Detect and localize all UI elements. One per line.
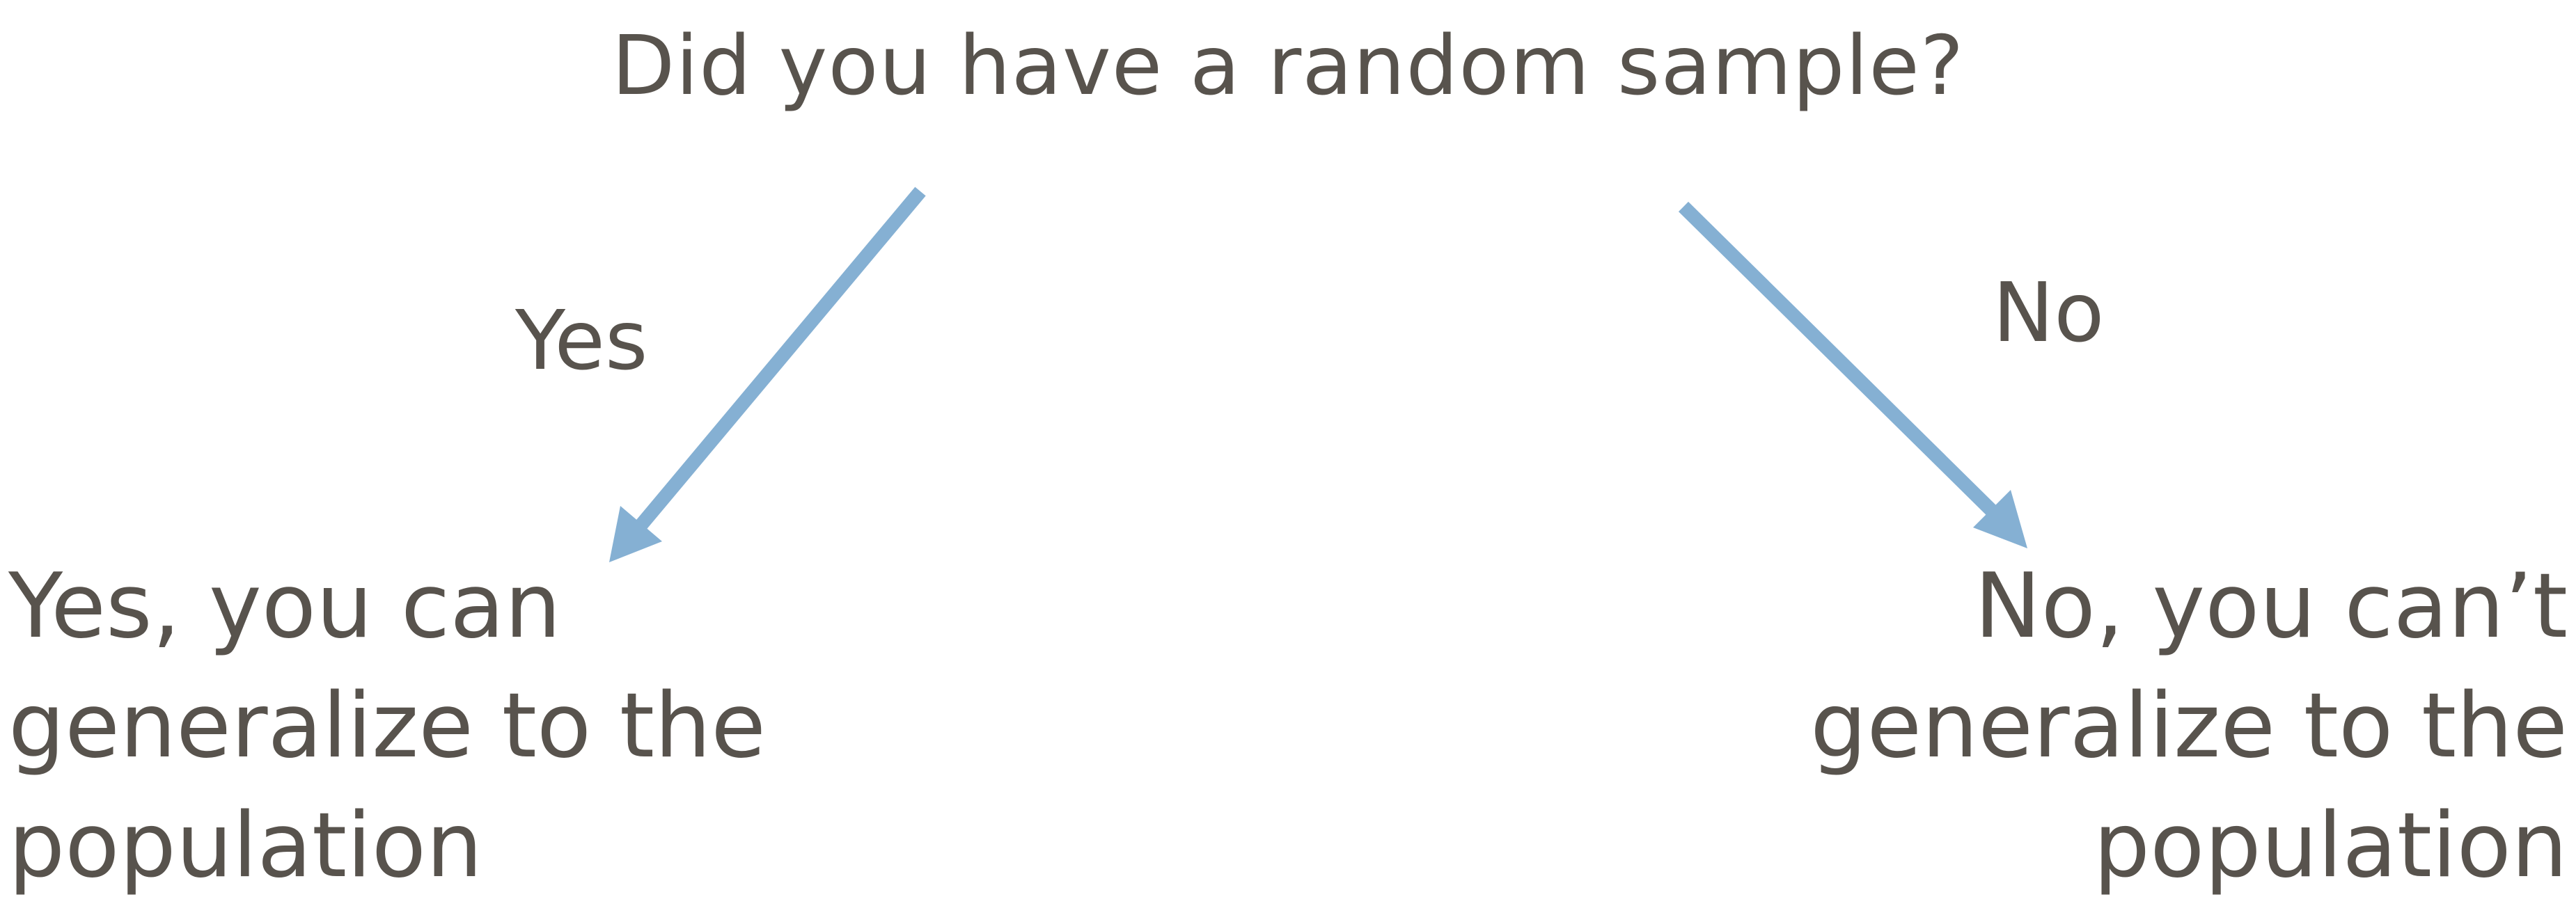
no-arrow-head [1973, 490, 2027, 548]
yes-outcome-line: Yes, you can [8, 555, 561, 658]
no-outcome-line: generalize to the [1810, 674, 2568, 778]
no-arrow-shaft [1678, 201, 2002, 521]
yes-outcome-line: population [8, 794, 483, 898]
yes-outcome-line: generalize to the [8, 674, 766, 778]
no-arrow [1678, 201, 2027, 548]
no-outcome-text: No, you can’t generalize to the populati… [1802, 547, 2568, 906]
yes-outcome-text: Yes, you can generalize to the populatio… [8, 547, 774, 906]
yes-arrow [609, 186, 926, 562]
question-text: Did you have a random sample? [611, 17, 1965, 113]
no-outcome-line: population [2093, 794, 2568, 898]
no-branch-label: No [1993, 264, 2105, 360]
yes-arrow-shaft [629, 186, 926, 537]
yes-arrow-head [609, 506, 662, 562]
no-outcome-line: No, you can’t [1974, 555, 2568, 658]
yes-branch-label: Yes [515, 292, 648, 388]
